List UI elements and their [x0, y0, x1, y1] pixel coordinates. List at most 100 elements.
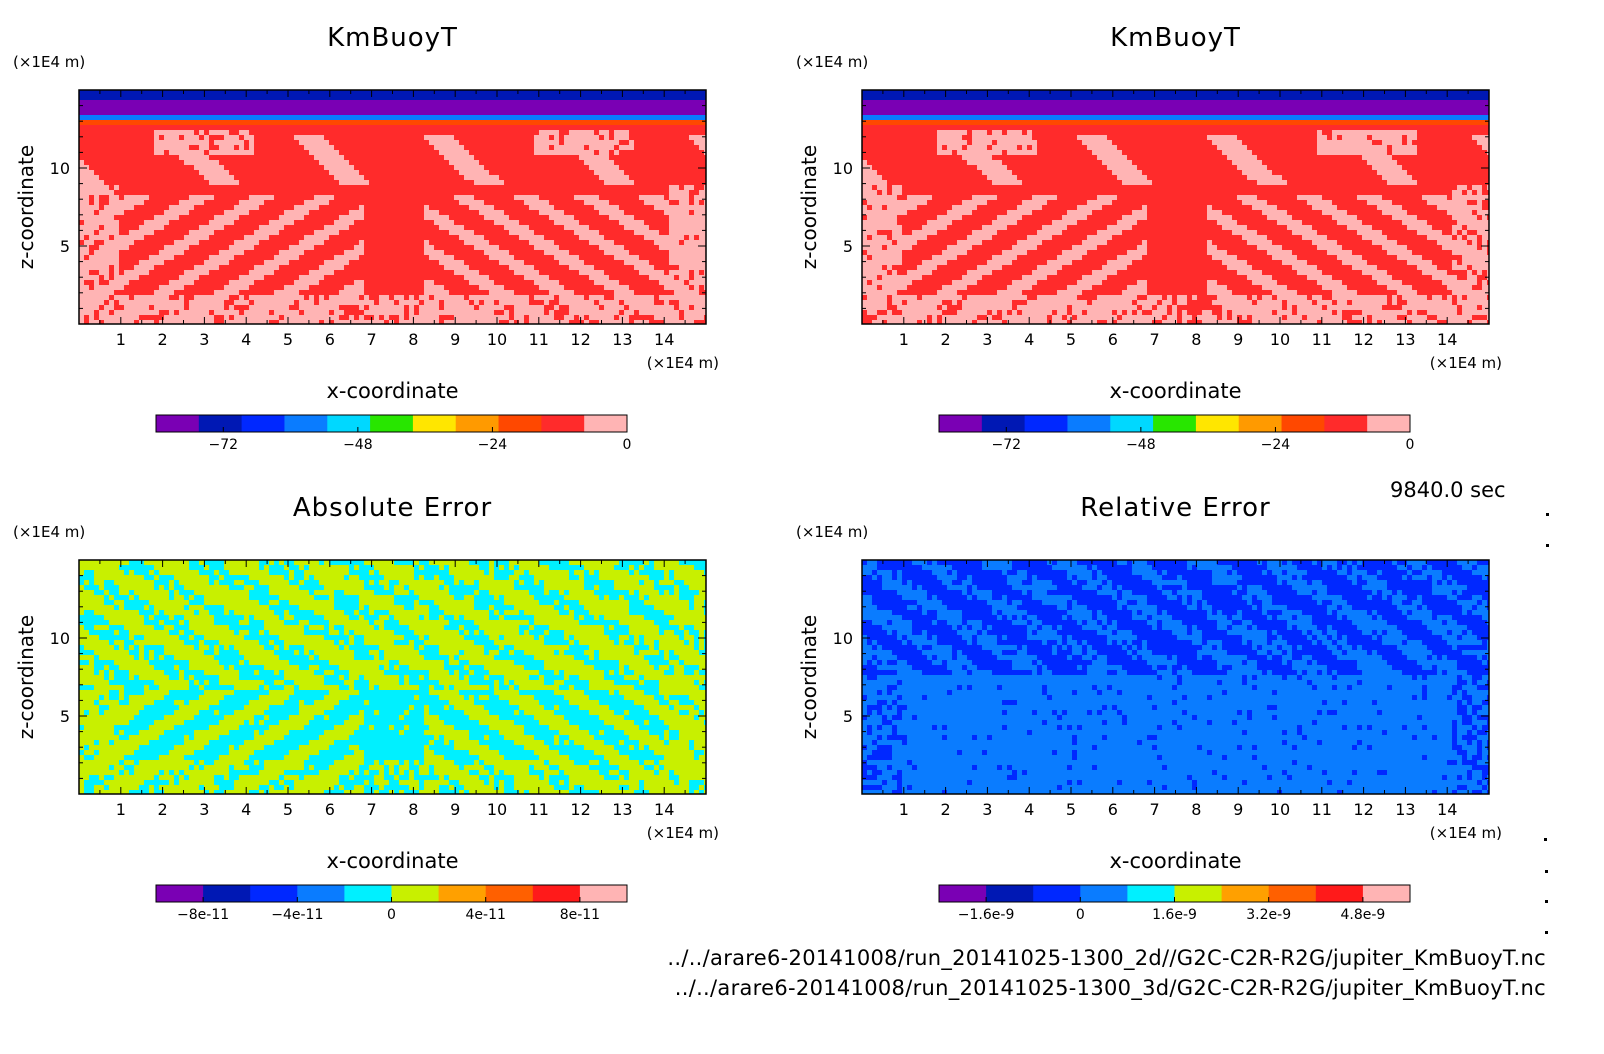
y-axis-label: z-coordinate — [797, 145, 821, 269]
chart-panel-1: KmBuoyT(×1E4 m)1 2 3 4 5 6 7 8 9 10 11 12 13 14510(×1… — [13, 23, 719, 453]
x-tick-label: 14 — [1437, 800, 1457, 819]
colorbar-swatch — [939, 415, 983, 432]
colorbar-swatch — [412, 415, 457, 432]
colorbar-swatch — [250, 885, 298, 902]
y-axis-label: z-coordinate — [797, 615, 821, 739]
x-tick-label: 8 — [408, 330, 418, 349]
chart-panel-3: Absolute Error(×1E4 m)1 2 3 4 5 6 7 8 9 10 11 12 13 1… — [13, 493, 719, 923]
colorbar-swatch — [1153, 415, 1197, 432]
colorbar-swatch — [198, 415, 243, 432]
colorbar-swatch — [455, 415, 500, 432]
x-unit-label: (×1E4 m) — [647, 824, 719, 842]
chart-title: KmBuoyT — [327, 23, 458, 53]
x-tick-label: 4 — [1024, 330, 1034, 349]
colorbar-swatch — [1268, 885, 1317, 902]
y-axis-label: z-coordinate — [14, 145, 38, 269]
x-tick-label: 14 — [1437, 330, 1457, 349]
colorbar-swatch — [1281, 415, 1325, 432]
margin-dot — [1545, 900, 1548, 903]
x-tick-label: 2 — [158, 330, 168, 349]
colorbar-swatch — [532, 885, 581, 902]
colorbar-tick-label: 0 — [623, 437, 632, 453]
y-axis-label: z-coordinate — [14, 615, 38, 739]
x-tick-label: 3 — [982, 330, 992, 349]
colorbar-tick-label: 1.6e-9 — [1152, 907, 1197, 923]
colorbar-swatch — [1033, 885, 1081, 902]
x-tick-label: 1 — [116, 330, 126, 349]
colorbar-tick-label: 8e-11 — [560, 907, 600, 923]
x-tick-label: 11 — [1312, 330, 1332, 349]
colorbar-swatch — [584, 415, 628, 432]
y-tick-label: 10 — [50, 159, 70, 178]
x-tick-label: 12 — [1353, 330, 1373, 349]
colorbar-swatch — [1367, 415, 1411, 432]
colorbar-swatch — [284, 415, 328, 432]
x-tick-label: 9 — [1233, 330, 1243, 349]
x-tick-label: 10 — [1270, 330, 1290, 349]
y-tick-label: 10 — [833, 629, 853, 648]
colorbar-tick-label: −48 — [1126, 437, 1156, 453]
chart-title: Relative Error — [1080, 493, 1271, 523]
colorbar-tick-label: 0 — [1076, 907, 1085, 923]
y-tick-label: 5 — [60, 707, 70, 726]
x-tick-label: 7 — [1150, 800, 1160, 819]
colorbar-swatch — [1080, 885, 1128, 902]
x-tick-label: 13 — [612, 800, 632, 819]
x-tick-label: 3 — [982, 800, 992, 819]
colorbar-swatch — [1238, 415, 1283, 432]
colorbar-swatch — [370, 415, 414, 432]
x-tick-label: 2 — [941, 330, 951, 349]
x-tick-label: 6 — [325, 800, 335, 819]
colorbar-swatch — [1324, 415, 1368, 432]
y-tick-label: 5 — [843, 707, 853, 726]
chart-panel-4: Relative Error(×1E4 m)1 2 3 4 5 6 7 8 9 10 11 12 13 1… — [796, 493, 1502, 923]
x-tick-label: 13 — [1395, 330, 1415, 349]
x-tick-label: 13 — [1395, 800, 1415, 819]
colorbar-frame — [938, 414, 1411, 433]
colorbar-swatch — [1362, 885, 1411, 902]
colorbar-swatch — [1110, 415, 1154, 432]
colorbar-swatch — [1024, 415, 1068, 432]
x-tick-label: 7 — [367, 800, 377, 819]
x-tick-label: 2 — [158, 800, 168, 819]
x-tick-label: 10 — [1270, 800, 1290, 819]
colorbar-swatch — [939, 885, 987, 902]
margin-dot — [1545, 931, 1548, 934]
x-tick-label: 12 — [1353, 800, 1373, 819]
colorbar-tick-label: −1.6e-9 — [958, 907, 1015, 923]
x-tick-label: 1 — [899, 800, 909, 819]
x-tick-label: 4 — [1024, 800, 1034, 819]
x-tick-label: 14 — [654, 330, 674, 349]
colorbar-swatch — [156, 415, 200, 432]
margin-dot — [1546, 513, 1549, 516]
colorbar-tick-label: 0 — [387, 907, 396, 923]
colorbar-swatch — [981, 415, 1026, 432]
colorbar-swatch — [579, 885, 628, 902]
x-tick-label: 3 — [199, 800, 209, 819]
x-tick-label: 6 — [1108, 800, 1118, 819]
heatmap-field — [862, 560, 1489, 794]
colorbar-swatch — [203, 885, 251, 902]
colorbar-tick-label: −48 — [343, 437, 373, 453]
x-axis-label: x-coordinate — [326, 379, 458, 403]
x-tick-label: 9 — [450, 330, 460, 349]
colorbar-swatch — [438, 885, 487, 902]
y-unit-label: (×1E4 m) — [796, 53, 868, 71]
colorbar-swatch — [1174, 885, 1223, 902]
x-unit-label: (×1E4 m) — [1430, 824, 1502, 842]
x-tick-label: 1 — [899, 330, 909, 349]
chart-title: KmBuoyT — [1110, 23, 1241, 53]
x-tick-label: 11 — [1312, 800, 1332, 819]
colorbar-swatch — [297, 885, 345, 902]
x-tick-label: 5 — [1066, 330, 1076, 349]
x-tick-label: 8 — [1191, 800, 1201, 819]
chart-panel-2: KmBuoyT(×1E4 m)1 2 3 4 5 6 7 8 9 10 11 12 13 14510(×1… — [796, 23, 1502, 453]
colorbar-swatch — [241, 415, 285, 432]
colorbar-tick-label: 4e-11 — [466, 907, 506, 923]
x-tick-label: 5 — [283, 330, 293, 349]
colorbar-tick-label: −72 — [992, 437, 1022, 453]
colorbar-swatch — [485, 885, 534, 902]
y-tick-label: 10 — [50, 629, 70, 648]
x-axis-label: x-coordinate — [1109, 379, 1241, 403]
